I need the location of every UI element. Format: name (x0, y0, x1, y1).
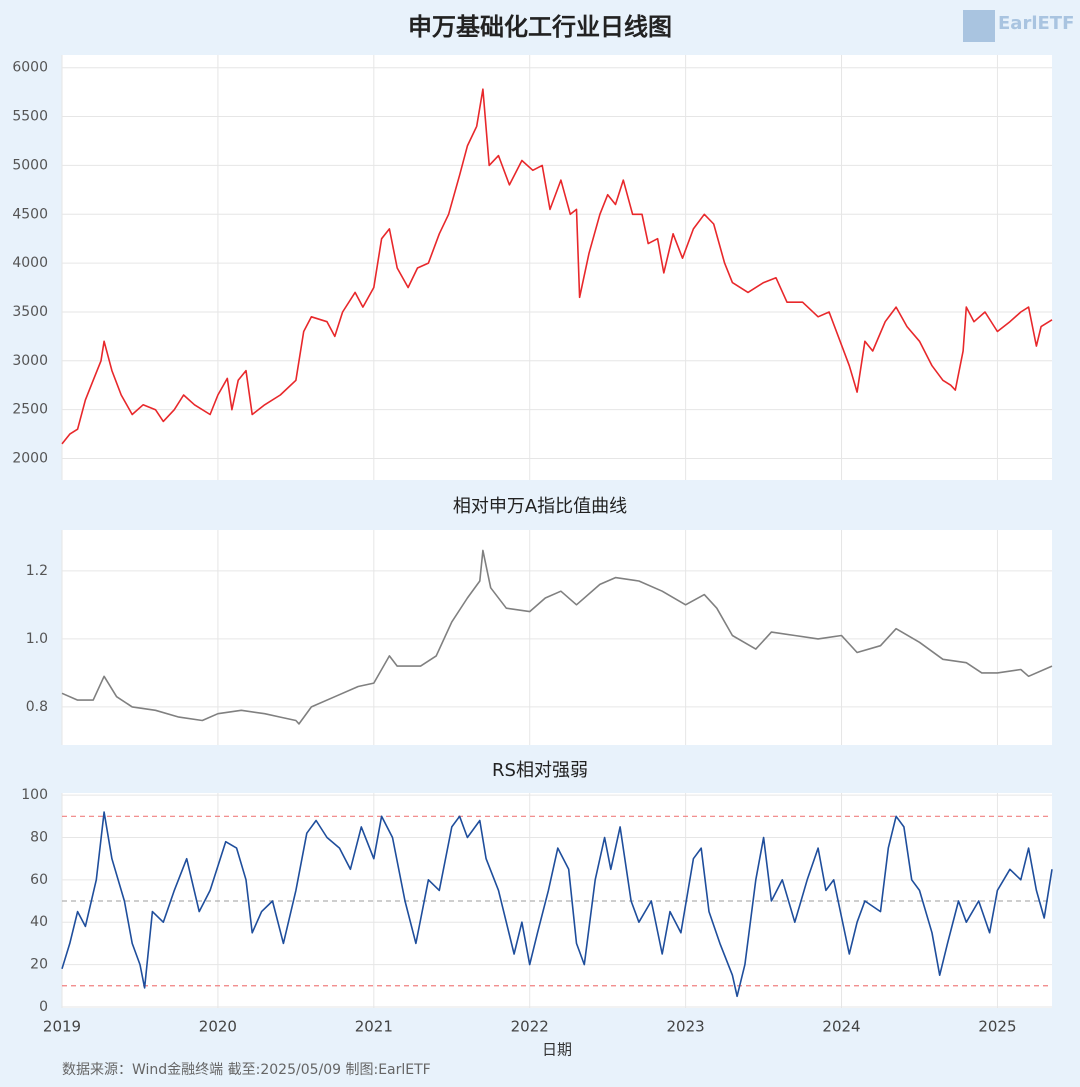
x-tick-label: 2019 (43, 1018, 81, 1036)
plot-area (62, 530, 1052, 745)
y-tick-label: 4000 (12, 255, 48, 271)
y-tick-label: 5500 (12, 109, 48, 125)
y-tick-label: 60 (30, 872, 48, 888)
x-tick-label: 2023 (667, 1018, 705, 1036)
x-tick-label: 2024 (822, 1018, 860, 1036)
logo-icon (963, 10, 995, 42)
chart-title: 申万基础化工行业日线图 (408, 13, 672, 41)
y-tick-label: 3000 (12, 353, 48, 369)
x-tick-label: 2022 (511, 1018, 549, 1036)
logo: EarlETF (998, 13, 1074, 34)
y-tick-label: 4500 (12, 206, 48, 222)
plot-area (62, 55, 1052, 480)
y-tick-label: 40 (30, 914, 48, 930)
source-note: 数据来源：Wind金融终端 截至:2025/05/09 制图:EarlETF (62, 1062, 431, 1078)
data-line (61, 811, 1053, 998)
x-axis-label: 日期 (542, 1041, 572, 1059)
y-tick-label: 80 (30, 829, 48, 845)
y-tick-label: 1.2 (26, 563, 48, 579)
y-tick-label: 20 (30, 957, 48, 973)
y-tick-label: 6000 (12, 60, 48, 76)
x-tick-label: 2020 (199, 1018, 237, 1036)
y-tick-label: 1.0 (26, 631, 48, 647)
y-tick-label: 2500 (12, 402, 48, 418)
panel-title: 相对申万A指比值曲线 (453, 496, 627, 517)
x-tick-label: 2025 (978, 1018, 1016, 1036)
x-tick-label: 2021 (355, 1018, 393, 1036)
panel-title: RS相对强弱 (492, 760, 588, 781)
data-line (61, 88, 1053, 445)
data-line (61, 549, 1053, 725)
y-tick-label: 100 (21, 787, 48, 803)
y-tick-label: 5000 (12, 157, 48, 173)
y-tick-label: 3500 (12, 304, 48, 320)
y-tick-label: 0.8 (26, 699, 48, 715)
y-tick-label: 0 (39, 999, 48, 1015)
y-tick-label: 2000 (12, 451, 48, 467)
